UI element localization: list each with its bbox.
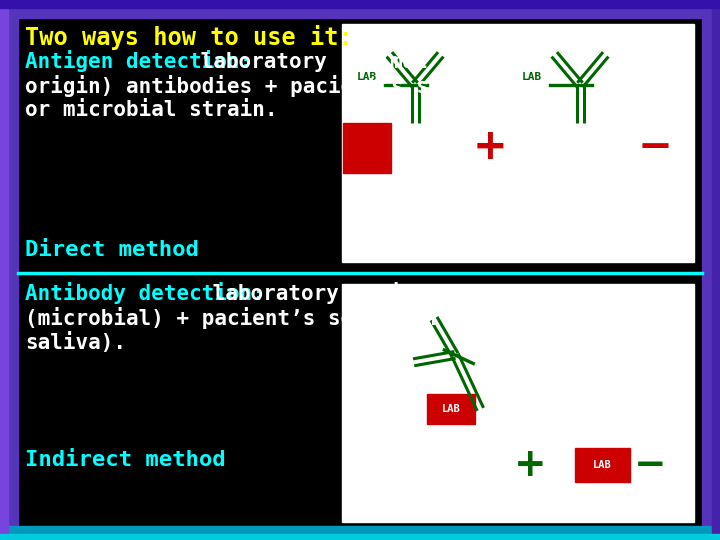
Bar xyxy=(343,123,391,173)
Text: Indirect method: Indirect method xyxy=(25,450,225,470)
Text: origin) antibodies + pacient’s sample: origin) antibodies + pacient’s sample xyxy=(25,75,492,97)
Text: LAB: LAB xyxy=(357,72,377,82)
Bar xyxy=(0,0,8,540)
Text: (microbial) + pacient’s serum (or: (microbial) + pacient’s serum (or xyxy=(25,307,441,329)
Bar xyxy=(0,0,720,8)
Text: +: + xyxy=(472,126,508,168)
Text: −: − xyxy=(634,446,666,484)
Text: LAB: LAB xyxy=(522,72,542,82)
Text: Antibody detection:: Antibody detection: xyxy=(25,282,265,304)
Bar xyxy=(0,526,720,540)
Bar xyxy=(575,448,630,482)
Text: Two ways how to use it:: Two ways how to use it: xyxy=(25,25,353,50)
Bar xyxy=(428,394,475,424)
Text: −: − xyxy=(638,126,672,168)
Text: laboratory (animal: laboratory (animal xyxy=(188,50,428,72)
Bar xyxy=(342,24,694,262)
Bar xyxy=(712,0,720,540)
Text: LAB: LAB xyxy=(442,404,461,414)
Text: +: + xyxy=(513,446,546,484)
Text: Direct method: Direct method xyxy=(25,240,199,260)
Bar xyxy=(702,0,720,540)
Text: Antigen detection:: Antigen detection: xyxy=(25,50,252,72)
Text: saliva).: saliva). xyxy=(25,332,126,353)
Bar xyxy=(0,0,18,540)
Bar xyxy=(0,0,720,18)
Bar xyxy=(342,284,694,522)
Text: or microbial strain.: or microbial strain. xyxy=(25,100,277,120)
Text: LAB: LAB xyxy=(593,460,612,470)
Bar xyxy=(0,534,720,540)
Text: laboratory antigen: laboratory antigen xyxy=(200,282,440,304)
